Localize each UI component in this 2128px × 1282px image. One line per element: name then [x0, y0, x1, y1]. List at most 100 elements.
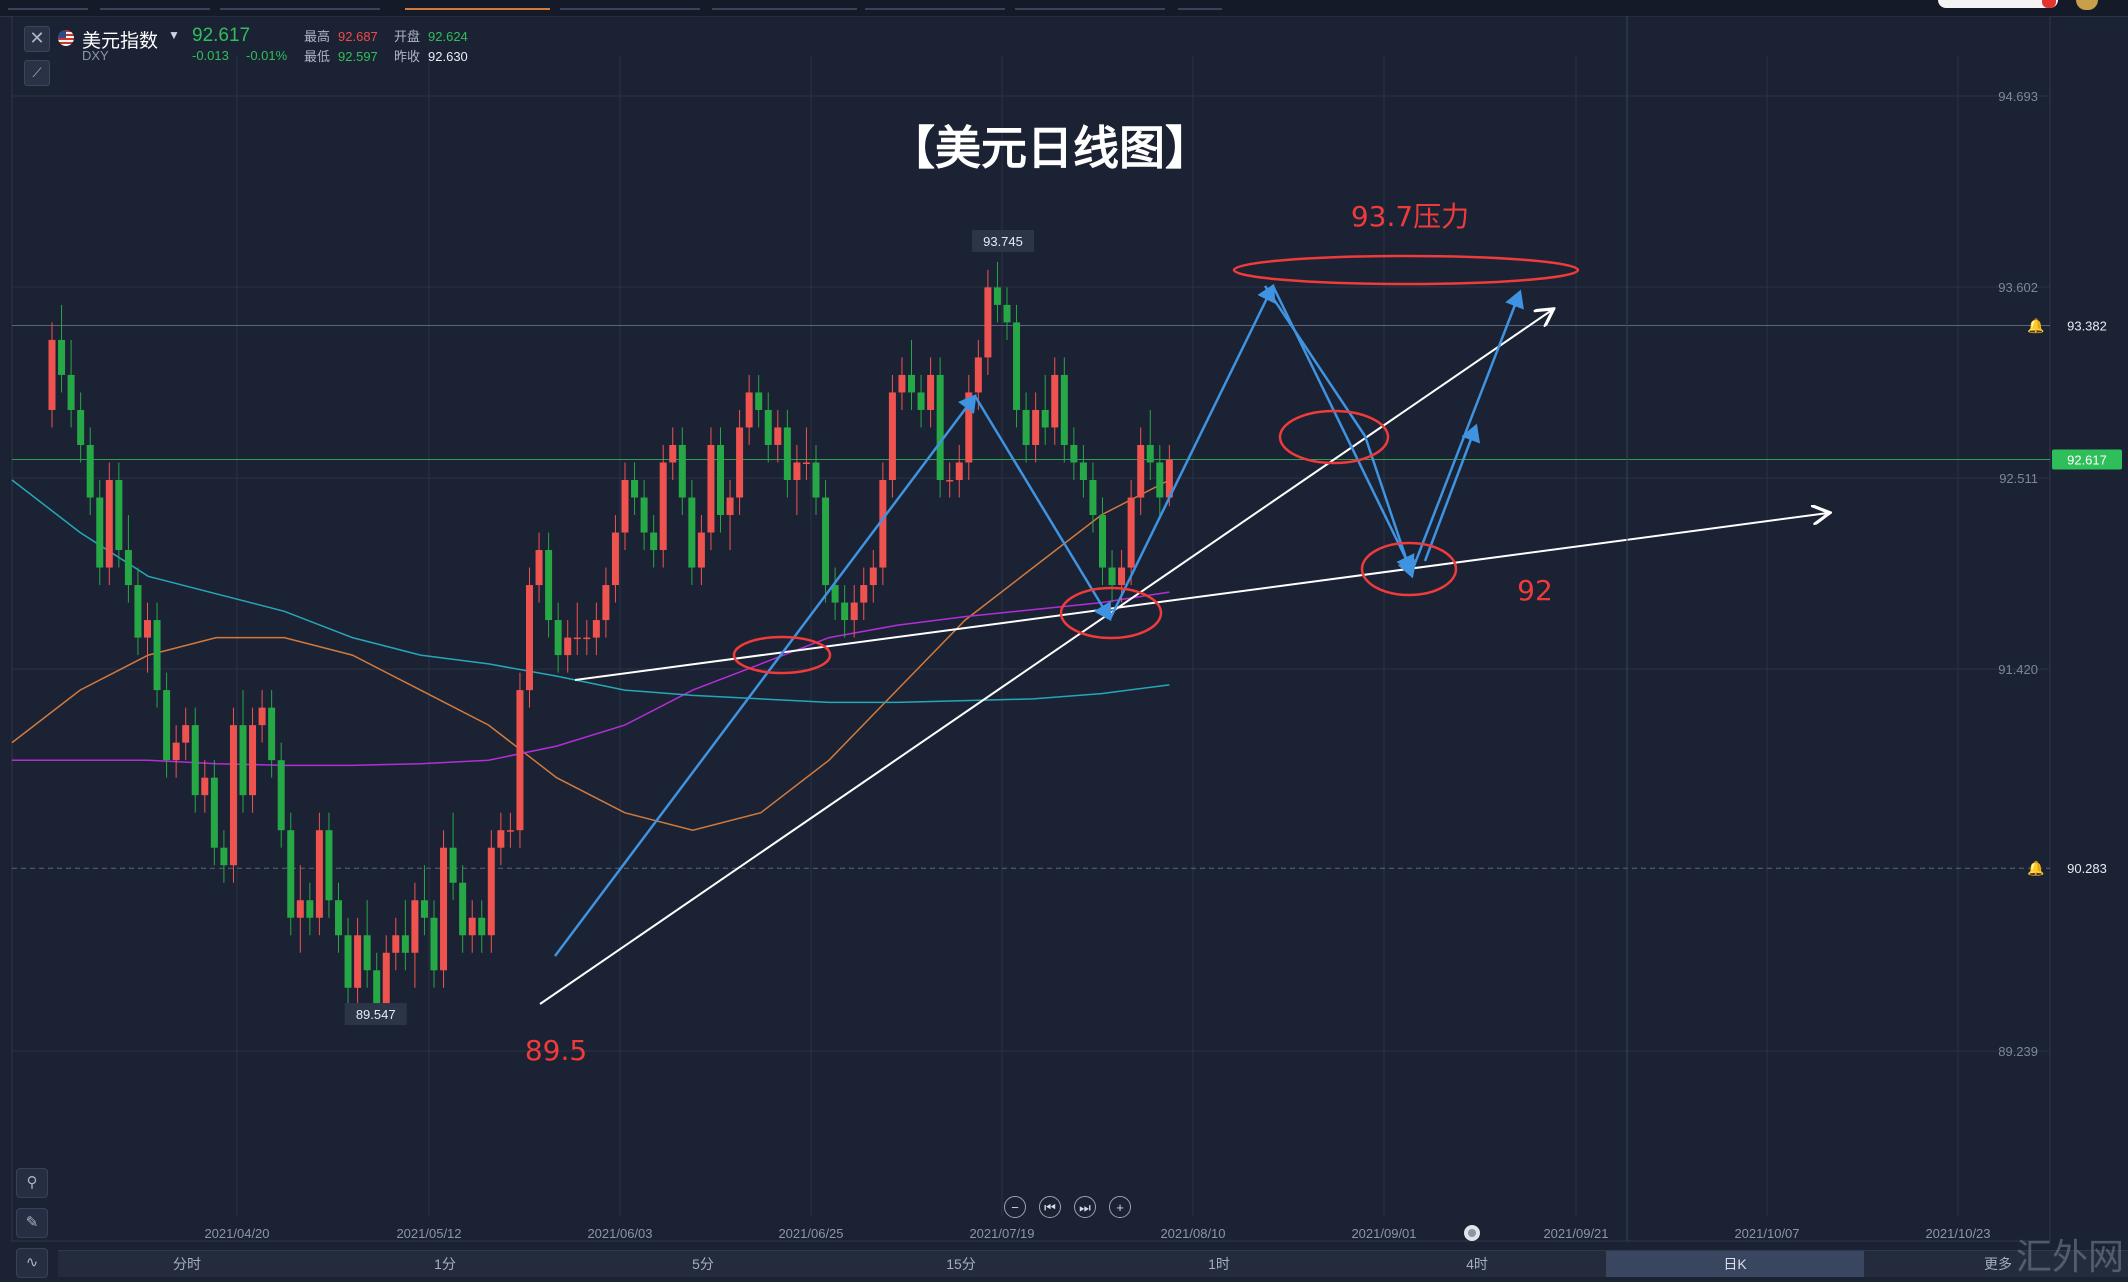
candle-body [946, 479, 954, 482]
candle-body [974, 357, 982, 393]
candle-body [1022, 409, 1030, 445]
symbol-tab[interactable] [865, 0, 1005, 10]
x-tick-label: 2021/09/21 [1543, 1226, 1608, 1241]
candle-body [1099, 515, 1106, 568]
x-tick-label: 2021/06/25 [778, 1226, 843, 1241]
wave-segment [1423, 423, 1481, 562]
candle-body [124, 550, 132, 586]
candle-body [163, 690, 171, 761]
draw-tool-icon[interactable]: ⟋ [24, 60, 50, 86]
candle-body [487, 847, 495, 936]
candle-body [220, 847, 228, 866]
candle-body [1089, 479, 1097, 516]
candle-body [812, 462, 820, 498]
y-tick-label: 89.239 [1998, 1044, 2038, 1059]
symbol-tab-active[interactable] [405, 0, 550, 10]
candle-body [888, 392, 896, 480]
price-tag: 92.617 [2067, 453, 2107, 468]
pen-icon[interactable]: ✎ [16, 1208, 48, 1238]
period-tab[interactable]: 1时 [1208, 1256, 1230, 1272]
candle-body [764, 409, 772, 445]
y-tick-label: 93.602 [1998, 280, 2038, 295]
candle-body [592, 620, 600, 638]
top-tab-strip [0, 0, 2128, 17]
symbol-tab[interactable] [100, 0, 210, 10]
candle-body [277, 760, 285, 831]
candle-body [1013, 322, 1021, 410]
period-tab[interactable]: 分时 [173, 1256, 201, 1272]
wave-segment [1108, 283, 1276, 620]
candle-body [802, 462, 810, 464]
candle-body [860, 585, 868, 603]
symbol-tab[interactable] [1178, 0, 1222, 10]
candle-body [678, 444, 686, 498]
candle-body [697, 532, 705, 568]
candle-body [659, 462, 667, 551]
candle-body [325, 830, 333, 901]
candle-body [516, 690, 524, 831]
x-tick-label: 2021/10/07 [1734, 1226, 1799, 1241]
ma-line-orange [11, 479, 1170, 831]
period-tab[interactable]: 4时 [1466, 1256, 1488, 1272]
candle-body [144, 620, 151, 638]
close-icon[interactable]: ✕ [24, 26, 50, 52]
candle-body [755, 392, 763, 410]
symbol-name[interactable]: 美元指数 [82, 31, 159, 52]
bell-icon: 🔔 [2027, 860, 2044, 877]
candle-body [306, 900, 314, 918]
candle-body [182, 725, 190, 743]
candle-body [105, 479, 113, 568]
symbol-tab[interactable] [220, 0, 380, 10]
candle-body [58, 339, 66, 375]
period-tab[interactable]: 1分 [434, 1256, 456, 1272]
candle-body [669, 444, 677, 463]
prev-icon[interactable]: ⏮ [1039, 1196, 1061, 1218]
candle-body [1156, 462, 1164, 498]
zoom-in-icon[interactable]: + [1109, 1196, 1131, 1218]
symbol-tab[interactable] [1015, 0, 1165, 10]
candle-body [459, 882, 467, 936]
wave-segment [973, 395, 1112, 622]
x-tick-label: 2021/06/03 [587, 1226, 652, 1241]
period-bar: 分时 1分 5分 15分 1时 4时 日K 更多 [58, 1250, 2128, 1277]
candle-body [411, 900, 419, 953]
candle-body [831, 585, 839, 603]
zoom-out-icon[interactable]: − [1004, 1196, 1026, 1218]
high-marker-box [972, 229, 1034, 252]
x-tick-label: 2021/08/10 [1160, 1226, 1225, 1241]
candle-body [115, 479, 123, 551]
period-tab[interactable]: 15分 [946, 1256, 976, 1272]
low-marker: 89.547 [356, 1007, 396, 1022]
candle-body [841, 602, 849, 621]
search-box[interactable] [1938, 0, 2058, 8]
timeline-handle-dot [1468, 1229, 1476, 1237]
candle-body [96, 497, 104, 568]
price-tag-box [2052, 449, 2122, 470]
wave-segment [1363, 435, 1417, 579]
candle-body [640, 497, 648, 533]
chart-area[interactable]: 94.693 93.602 92.511 91.420 89.239 2021/04/20… [0, 16, 2128, 1248]
candle-body [898, 374, 906, 393]
next-icon[interactable]: ⏭ [1074, 1196, 1096, 1218]
period-tab-active[interactable]: 日K [1606, 1251, 1864, 1277]
candle-body [1060, 374, 1068, 445]
chevron-down-icon[interactable]: ▼ [168, 28, 180, 42]
candle-body [344, 935, 352, 988]
symbol-tab[interactable] [8, 0, 88, 10]
candle-body [850, 602, 858, 621]
candle-body [726, 497, 734, 516]
line-tool-icon[interactable]: ∿ [16, 1248, 48, 1278]
symbol-tab[interactable] [712, 0, 857, 10]
period-tab[interactable]: 5分 [692, 1256, 714, 1272]
candle-body [440, 847, 448, 971]
more-button[interactable]: 更多 [1984, 1256, 2012, 1272]
indicator-icon[interactable]: ⚲ [16, 1168, 48, 1198]
symbol-tab[interactable] [560, 0, 700, 10]
candle-body [420, 900, 428, 918]
price-tag: 90.283 [2067, 861, 2107, 876]
candle-body [191, 725, 199, 796]
avatar[interactable] [2076, 0, 2098, 10]
notification-dot [2042, 0, 2056, 8]
candle-body [1041, 409, 1049, 428]
candle-body [86, 444, 94, 498]
